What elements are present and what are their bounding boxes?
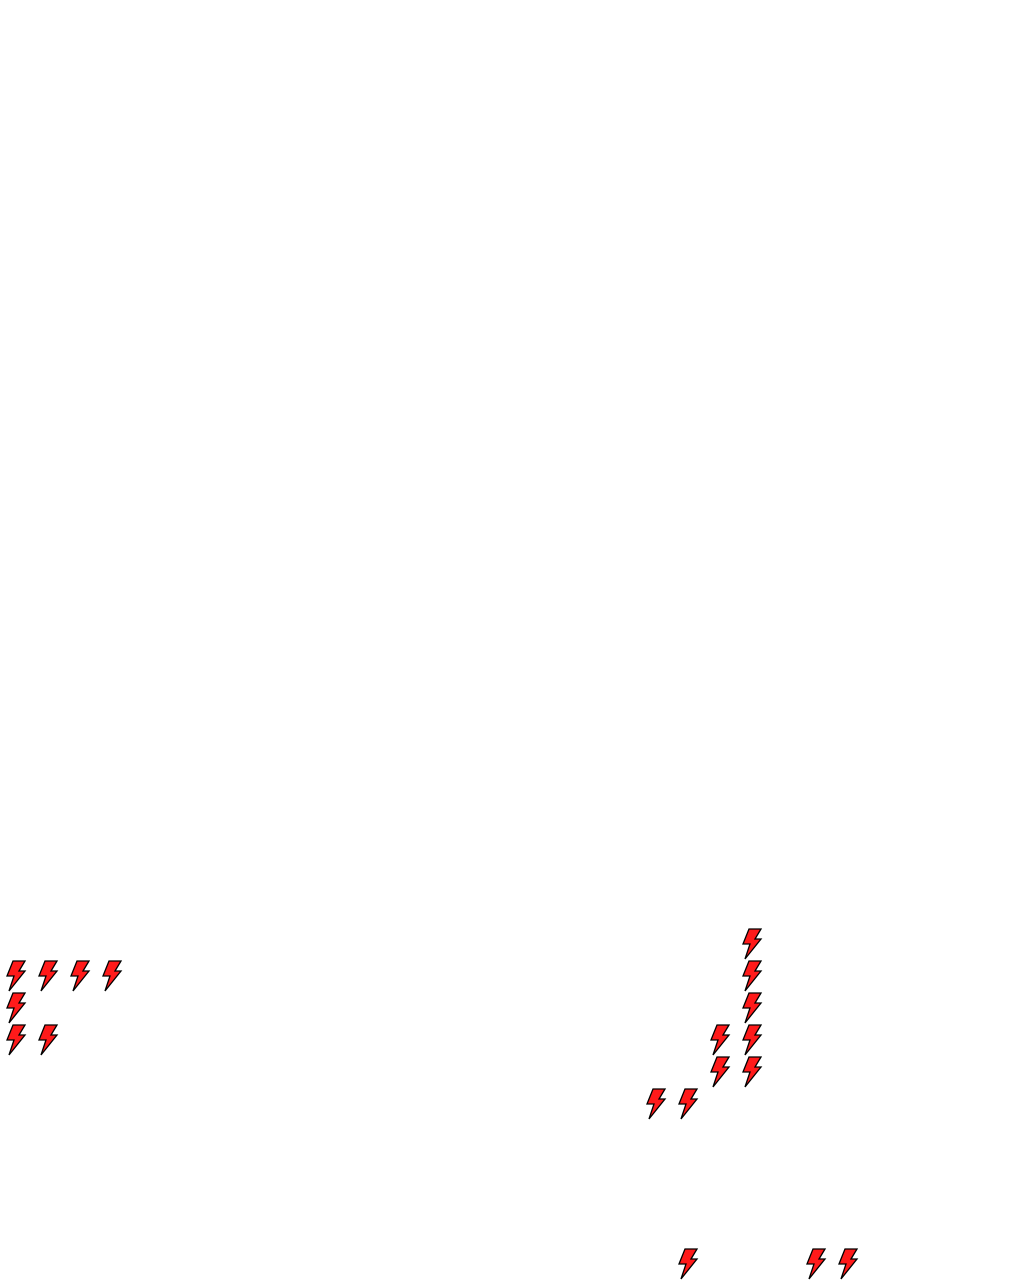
lightning-bolt-icon	[64, 960, 96, 992]
lightning-bolt-icon	[32, 1024, 64, 1056]
lightning-bolt-icon	[0, 960, 32, 992]
lightning-bolt-icon	[736, 992, 768, 1024]
lightning-bolt-icon	[736, 1024, 768, 1056]
lightning-bolt-icon	[640, 1088, 672, 1120]
lightning-bolt-icon	[704, 1056, 736, 1088]
lightning-bolt-icon	[32, 960, 64, 992]
lightning-bolt-icon	[0, 1024, 32, 1056]
lightning-bolt-icon	[672, 1248, 704, 1280]
lightning-bolt-icon	[736, 1056, 768, 1088]
lightning-bolt-icon	[672, 1088, 704, 1120]
lightning-bolt-icon	[832, 1248, 864, 1280]
lightning-bolt-icon	[800, 1248, 832, 1280]
lightning-bolt-icon	[736, 928, 768, 960]
lightning-bolt-icon	[704, 1024, 736, 1056]
lightning-bolt-icon	[0, 992, 32, 1024]
lightning-bolt-icon	[736, 960, 768, 992]
lightning-bolt-icon	[96, 960, 128, 992]
